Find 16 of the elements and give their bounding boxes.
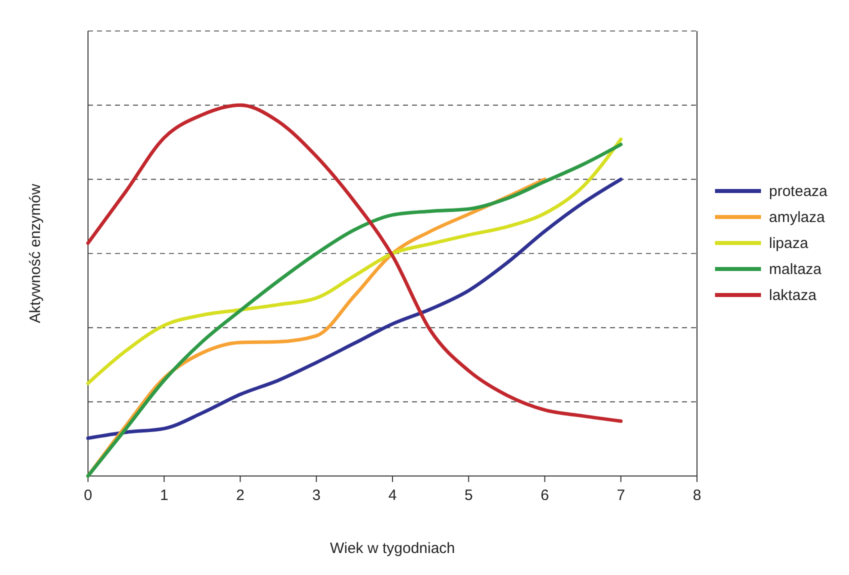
legend-label: proteaza <box>769 183 828 200</box>
x-axis-title: Wiek w tygodniach <box>330 540 456 557</box>
x-tick-label: 6 <box>540 487 549 504</box>
legend-label: maltaza <box>769 261 822 278</box>
x-tick-label: 3 <box>312 487 321 504</box>
x-tick-label: 4 <box>388 487 397 504</box>
x-tick-label: 2 <box>236 487 244 504</box>
x-tick-label: 1 <box>160 487 168 504</box>
legend-label: laktaza <box>769 287 818 304</box>
x-tick-label: 8 <box>692 487 702 504</box>
y-axis-title: Aktywność enzymów <box>27 184 44 324</box>
x-tick-label: 5 <box>464 487 473 504</box>
x-tick-label: 0 <box>84 487 92 504</box>
legend-label: lipaza <box>769 235 809 252</box>
legend-label: amylaza <box>769 209 826 226</box>
x-tick-label: 7 <box>616 487 626 504</box>
